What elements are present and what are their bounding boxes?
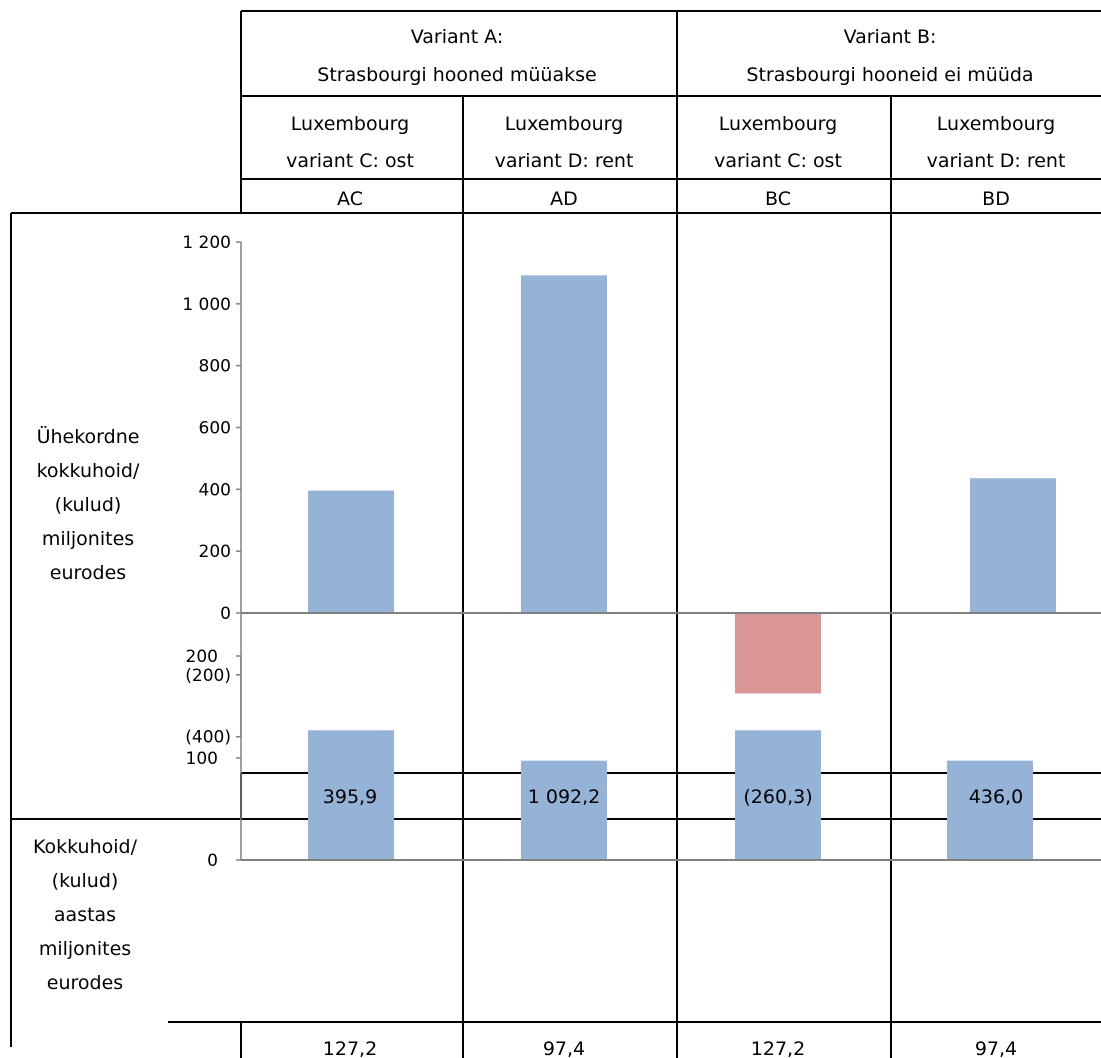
- subheader-ac-line2: variant C: ost: [286, 150, 414, 172]
- bar-ad: [521, 275, 607, 613]
- y-tick-label-1: 800: [199, 357, 231, 377]
- subheader-bd-line1: Luxembourg: [937, 113, 1055, 135]
- ylabel-1-line2: kokkuhoid/: [37, 460, 140, 482]
- y-tick-label-1: 200: [199, 542, 231, 562]
- annual-value-label-ac: 127,2: [323, 1038, 377, 1058]
- ylabel-1-line3: (kulud): [55, 494, 122, 516]
- group-b-subtitle: Strasbourgi hooneid ei müüda: [746, 64, 1033, 86]
- y-tick-label-2: 100: [186, 749, 218, 769]
- annual-value-label-bc: 127,2: [751, 1038, 805, 1058]
- category-bd: BD: [982, 188, 1010, 210]
- annual-bar-ac: [308, 730, 394, 860]
- subheader-ac-line1: Luxembourg: [291, 113, 409, 135]
- ylabel-1-line5: eurodes: [50, 562, 126, 584]
- ylabel-1-line1: Ühekordne: [37, 425, 140, 448]
- ylabel-2-line1: Kokkuhoid/: [33, 836, 138, 858]
- ylabel-2-line2: (kulud): [52, 870, 119, 892]
- bar-bd: [970, 478, 1056, 613]
- subheader-bc-line2: variant C: ost: [714, 150, 842, 172]
- bar-bc: [735, 613, 821, 694]
- subheader-ad-line2: variant D: rent: [495, 150, 634, 172]
- ylabel-1-line4: miljonites: [42, 528, 134, 550]
- annual-bar-bd: [947, 760, 1033, 860]
- y-tick-label-1: 400: [199, 480, 231, 500]
- value-label-bd: 436,0: [969, 786, 1023, 808]
- y-tick-label-2: 200: [186, 647, 218, 667]
- annual-value-label-bd: 97,4: [975, 1038, 1017, 1058]
- y-tick-label-1: 1 000: [182, 295, 231, 315]
- value-label-bc: (260,3): [743, 786, 812, 808]
- y-tick-label-1: (200): [185, 666, 231, 686]
- annual-value-label-ad: 97,4: [543, 1038, 585, 1058]
- category-bc: BC: [765, 188, 791, 210]
- ylabel-2-line3: aastas: [54, 904, 116, 926]
- subheader-bc-line1: Luxembourg: [719, 113, 837, 135]
- y-tick-label-2: 0: [207, 851, 218, 871]
- y-tick-label-1: 600: [199, 419, 231, 439]
- category-ac: AC: [337, 188, 363, 210]
- annual-bar-ad: [521, 760, 607, 860]
- ylabel-2-line5: eurodes: [47, 972, 123, 994]
- y-tick-label-1: 0: [220, 604, 231, 624]
- y-tick-label-1: (400): [185, 728, 231, 748]
- bar-ac: [308, 490, 394, 613]
- value-label-ad: 1 092,2: [528, 786, 601, 808]
- bars: [308, 275, 1056, 860]
- ylabel-2-line4: miljonites: [39, 938, 131, 960]
- group-a-title: Variant A:: [411, 26, 504, 48]
- y-tick-label-1: 1 200: [182, 233, 231, 253]
- annual-bar-bc: [735, 730, 821, 860]
- subheader-bd-line2: variant D: rent: [927, 150, 1066, 172]
- category-ad: AD: [550, 188, 578, 210]
- value-label-ac: 395,9: [323, 786, 377, 808]
- group-b-title: Variant B:: [844, 26, 937, 48]
- group-a-subtitle: Strasbourgi hooned müüakse: [317, 64, 596, 86]
- subheader-ad-line1: Luxembourg: [505, 113, 623, 135]
